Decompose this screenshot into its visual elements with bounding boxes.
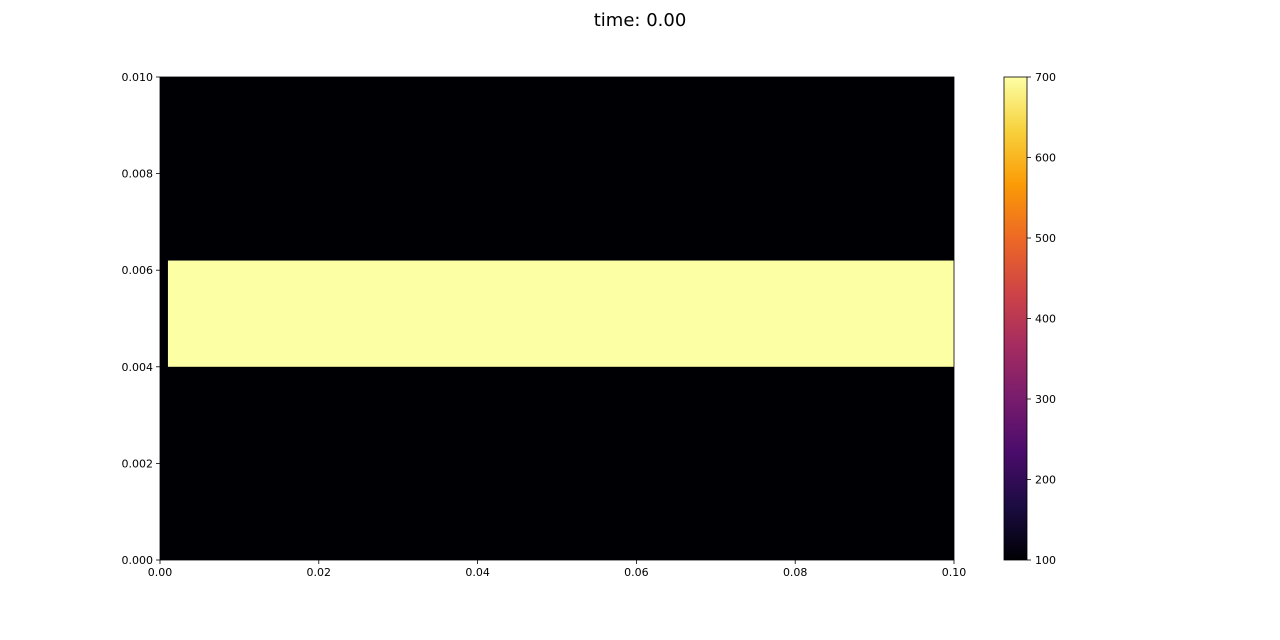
colorbar-tick-label: 200 bbox=[1035, 474, 1056, 487]
x-tick-label: 0.00 bbox=[148, 566, 173, 579]
y-tick-label: 0.004 bbox=[122, 361, 154, 374]
y-tick-label: 0.008 bbox=[122, 168, 154, 181]
x-tick-label: 0.08 bbox=[783, 566, 808, 579]
plot-frame bbox=[159, 76, 955, 561]
heatmap-region-0 bbox=[167, 260, 954, 367]
x-axis: 0.00 0.02 0.04 0.06 0.08 0.10 bbox=[148, 560, 967, 579]
y-axis: 0.000 0.002 0.004 0.006 0.008 0.010 bbox=[122, 71, 160, 567]
x-tick-label: 0.10 bbox=[942, 566, 967, 579]
plot-area bbox=[159, 76, 955, 561]
x-tick-label: 0.02 bbox=[307, 566, 332, 579]
y-tick-label: 0.002 bbox=[122, 457, 154, 470]
colorbar-tick-label: 100 bbox=[1035, 554, 1056, 567]
colorbar-tick-label: 700 bbox=[1035, 71, 1056, 84]
x-tick-label: 0.04 bbox=[465, 566, 490, 579]
colorbar-tick-label: 500 bbox=[1035, 232, 1056, 245]
colorbar-fill bbox=[1004, 77, 1027, 560]
y-tick-label: 0.006 bbox=[122, 264, 154, 277]
colorbar: 100 200 300 400 500 600 700 bbox=[1003, 71, 1056, 567]
colorbar-tick-label: 300 bbox=[1035, 393, 1056, 406]
chart-title: time: 0.00 bbox=[593, 10, 687, 31]
y-tick-label: 0.000 bbox=[122, 554, 154, 567]
colorbar-tick-label: 400 bbox=[1035, 313, 1056, 326]
y-tick-label: 0.010 bbox=[122, 71, 154, 84]
x-tick-label: 0.06 bbox=[624, 566, 649, 579]
colorbar-tick-label: 600 bbox=[1035, 152, 1056, 165]
